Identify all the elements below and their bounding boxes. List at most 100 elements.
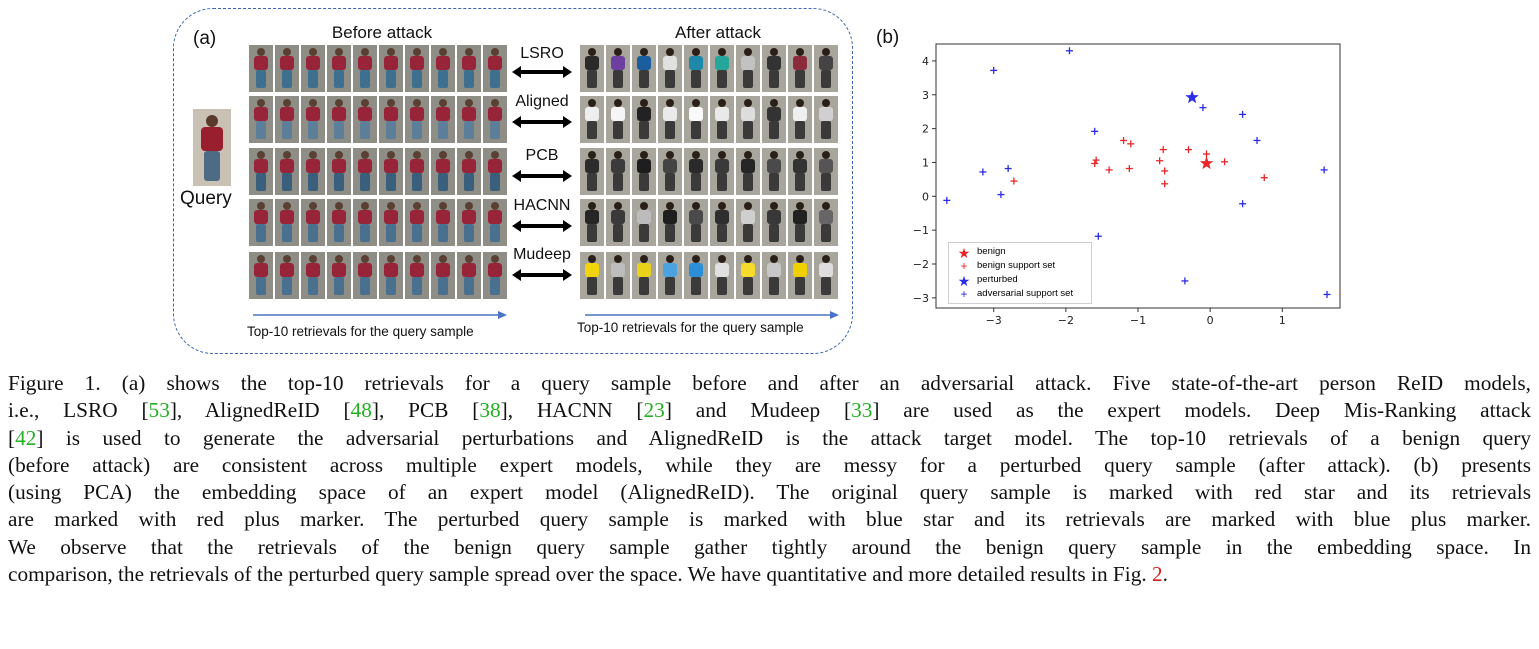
- retrieval-thumbnail: [379, 96, 403, 143]
- retrieval-thumbnail: [405, 45, 429, 92]
- retrieval-thumbnail: [814, 96, 838, 143]
- citation-link[interactable]: 33: [851, 398, 873, 423]
- retrieval-thumbnail: [405, 252, 429, 299]
- legend-blue-plus-icon: +: [960, 287, 968, 301]
- retrieval-thumbnail: [249, 199, 273, 246]
- retrieval-thumbnail: [684, 148, 708, 195]
- panel-a-frame: [173, 8, 853, 354]
- caption-line: (using PCA) the embedding space of an ex…: [8, 479, 1531, 506]
- x-tick-label: 0: [1207, 314, 1214, 327]
- data-point-star: [1185, 90, 1199, 104]
- retrieval-thumbnail: [762, 199, 786, 246]
- retrieval-thumbnail: [606, 199, 630, 246]
- retrieval-thumbnail: [431, 252, 455, 299]
- retrieval-thumbnail: [762, 45, 786, 92]
- figure-ref-link[interactable]: 2: [1152, 562, 1163, 587]
- caption-line: (before attack) are consistent across mu…: [8, 452, 1531, 479]
- retrieval-thumbnail: [405, 199, 429, 246]
- retrieval-row-before: [249, 199, 507, 246]
- retrieval-thumbnail: [788, 96, 812, 143]
- double-arrow-icon: [512, 220, 572, 232]
- retrieval-thumbnail: [684, 252, 708, 299]
- retrieval-thumbnail: [353, 148, 377, 195]
- retrieval-thumbnail: [379, 45, 403, 92]
- retrieval-thumbnail: [353, 96, 377, 143]
- retrieval-thumbnail: [658, 199, 682, 246]
- retrieval-thumbnail: [353, 199, 377, 246]
- caption-text: .: [1162, 562, 1168, 587]
- retrieval-thumbnail: [379, 252, 403, 299]
- retrieval-thumbnail: [301, 148, 325, 195]
- y-tick-label: −3: [913, 292, 929, 305]
- caption-text: ] is used to generate the adversarial pe…: [36, 425, 1531, 450]
- retrieval-thumbnail: [275, 45, 299, 92]
- retrieval-thumbnail: [457, 96, 481, 143]
- panel-a-label: (a): [193, 28, 217, 49]
- y-tick-label: 2: [922, 123, 929, 136]
- retrieval-thumbnail: [405, 96, 429, 143]
- double-arrow-icon: [512, 170, 572, 182]
- retrieval-thumbnail: [431, 199, 455, 246]
- retrieval-thumbnail: [457, 148, 481, 195]
- legend-label: perturbed: [977, 274, 1018, 285]
- retrieval-thumbnail: [736, 96, 760, 143]
- double-arrow-icon: [512, 116, 572, 128]
- y-tick-label: 4: [922, 55, 929, 68]
- citation-link[interactable]: 48: [350, 398, 372, 423]
- scatter-plot: −3 −2 −1 0 1 −3 −2 −1 0 1 2 3 4: [913, 43, 1341, 327]
- retrieval-thumbnail: [736, 45, 760, 92]
- retrieval-thumbnail: [457, 199, 481, 246]
- caption-text: ], AlignedReID [: [169, 398, 351, 423]
- retrieval-thumbnail: [301, 199, 325, 246]
- retrieval-thumbnail: [788, 199, 812, 246]
- retrieval-thumbnail: [658, 96, 682, 143]
- retrieval-thumbnail: [327, 45, 351, 92]
- retrieval-thumbnail: [275, 96, 299, 143]
- legend-label: benign support set: [977, 260, 1056, 271]
- before-attack-title: Before attack: [331, 23, 433, 42]
- legend-red-plus-icon: +: [960, 259, 968, 273]
- legend-label: benign: [977, 246, 1006, 257]
- y-tick-label: −1: [913, 224, 929, 237]
- x-tick-label: −1: [1130, 314, 1146, 327]
- legend-blue-star-icon: ★: [957, 273, 971, 289]
- citation-link[interactable]: 23: [643, 398, 665, 423]
- retrieval-thumbnail: [327, 252, 351, 299]
- retrieval-thumbnail: [431, 148, 455, 195]
- arrow-right-icon: [253, 311, 507, 319]
- retrieval-thumbnail: [249, 96, 273, 143]
- retrieval-thumbnail: [249, 45, 273, 92]
- retrieval-thumbnail: [762, 96, 786, 143]
- retrieval-thumbnail: [580, 148, 604, 195]
- retrieval-thumbnail: [710, 199, 734, 246]
- retrieval-thumbnail: [632, 45, 656, 92]
- citation-link[interactable]: 53: [148, 398, 170, 423]
- retrieval-thumbnail: [249, 148, 273, 195]
- retrieval-thumbnail: [483, 96, 507, 143]
- caption-text: are marked with red plus marker. The per…: [8, 507, 1531, 532]
- retrieval-thumbnail: [710, 96, 734, 143]
- before-retrieval-caption: Top-10 retrievals for the query sample: [247, 324, 474, 339]
- caption-text: Figure 1. (a) shows the top-10 retrieval…: [8, 371, 1531, 395]
- double-arrow-icon: [512, 66, 572, 78]
- retrieval-thumbnail: [632, 199, 656, 246]
- retrieval-thumbnail: [353, 252, 377, 299]
- retrieval-row-after: [580, 96, 838, 143]
- caption-text: ] and Mudeep [: [664, 398, 852, 423]
- citation-link[interactable]: 42: [15, 425, 37, 450]
- retrieval-thumbnail: [483, 252, 507, 299]
- retrieval-thumbnail: [814, 45, 838, 92]
- retrieval-thumbnail: [710, 252, 734, 299]
- citation-link[interactable]: 38: [479, 398, 501, 423]
- retrieval-thumbnail: [431, 96, 455, 143]
- retrieval-row-after: [580, 45, 838, 92]
- after-attack-title: After attack: [675, 23, 761, 42]
- retrieval-thumbnail: [658, 148, 682, 195]
- retrieval-thumbnail: [606, 252, 630, 299]
- query-image: [193, 109, 231, 186]
- caption-text: i.e., LSRO [: [8, 398, 149, 423]
- retrieval-thumbnail: [814, 199, 838, 246]
- y-tick-label: 0: [922, 190, 929, 203]
- retrieval-thumbnail: [658, 252, 682, 299]
- retrieval-thumbnail: [788, 45, 812, 92]
